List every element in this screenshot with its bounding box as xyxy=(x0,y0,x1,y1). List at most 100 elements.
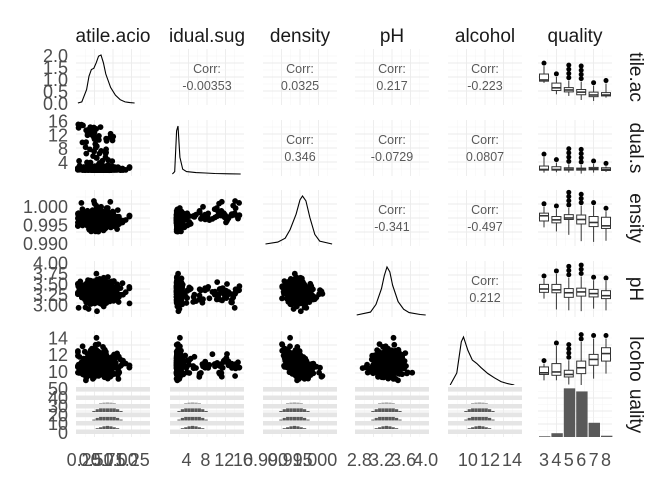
boxplot-outlier xyxy=(578,195,584,201)
corr-label: Corr: xyxy=(286,62,314,76)
boxplot-outlier xyxy=(566,75,572,81)
scatter-point xyxy=(75,210,81,217)
boxplot-box xyxy=(601,290,611,300)
scatter-point xyxy=(219,297,226,304)
scatter-point xyxy=(79,291,86,298)
scatter-point xyxy=(232,373,239,379)
scatter-point xyxy=(214,279,221,285)
scatter-point xyxy=(317,287,323,294)
scatter-point xyxy=(115,299,122,305)
boxplot-outlier xyxy=(603,78,609,84)
scatter-point xyxy=(306,292,313,299)
boxplot-outlier xyxy=(578,63,584,69)
boxplot-outlier xyxy=(566,202,572,208)
scatter-point xyxy=(80,355,87,362)
scatter-point xyxy=(96,208,103,214)
scatter-point xyxy=(236,200,243,206)
scatter-point xyxy=(90,219,97,226)
boxplot-outlier xyxy=(566,189,572,195)
boxplot-outlier xyxy=(591,158,597,164)
row-strip-label: dual.s xyxy=(625,123,646,174)
scatter-point xyxy=(285,286,291,293)
scatter-points xyxy=(173,270,243,315)
scatter-point xyxy=(91,198,97,204)
scatter-point xyxy=(105,274,111,280)
scatter-point xyxy=(206,295,213,302)
column-strip-label: quality xyxy=(548,26,603,47)
boxplot-outlier xyxy=(578,67,584,73)
scatter-point xyxy=(101,300,108,307)
boxplot-outlier xyxy=(541,60,547,66)
boxplot-outlier xyxy=(578,76,584,82)
scatter-point xyxy=(82,144,89,151)
scatter-point xyxy=(96,150,103,157)
scatter-point xyxy=(95,341,102,347)
scatter-point xyxy=(126,285,133,292)
scatter-point xyxy=(174,280,181,287)
corr-value: 0.0807 xyxy=(466,150,504,164)
boxplot-outlier xyxy=(591,200,597,206)
boxplot-outlier xyxy=(541,201,547,207)
corr-value: -0.00353 xyxy=(182,79,231,93)
corr-label: Corr: xyxy=(471,274,499,288)
column-strip-label: density xyxy=(270,26,331,47)
scatter-point xyxy=(218,285,225,292)
boxplot-box xyxy=(539,212,549,222)
boxplot-outlier xyxy=(566,263,572,269)
scatter-point xyxy=(87,347,94,354)
scatter-point xyxy=(177,288,184,294)
scatter-point xyxy=(235,215,241,222)
corr-label: Corr: xyxy=(471,133,499,147)
boxplot-outlier xyxy=(603,160,609,166)
row-strip-label: lcoho xyxy=(625,336,646,381)
scatter-point xyxy=(211,206,218,213)
density-curve xyxy=(172,125,241,175)
boxplot-box xyxy=(601,216,611,229)
scatter-point xyxy=(78,121,85,128)
scatter-point xyxy=(91,129,98,136)
scatter-point xyxy=(97,124,104,130)
scatter-point xyxy=(212,214,218,221)
scatter-point xyxy=(232,205,239,212)
scatter-point xyxy=(175,270,182,277)
boxplot-outlier xyxy=(566,66,572,72)
scatter-point xyxy=(95,218,102,225)
scatter-point xyxy=(90,166,97,173)
scatter-point xyxy=(87,146,93,153)
scatter-point xyxy=(311,296,318,303)
scatter-point xyxy=(90,286,97,293)
scatter-point xyxy=(101,370,108,377)
row-strip-label: tile.ac xyxy=(625,52,646,102)
boxplot-outlier xyxy=(578,191,584,197)
scatter-point xyxy=(83,377,89,384)
scatter-point xyxy=(231,304,238,311)
column-strip-label: pH xyxy=(380,26,404,47)
scatter-point xyxy=(105,157,111,163)
corr-label: Corr: xyxy=(378,133,406,147)
boxplot-outlier xyxy=(578,262,584,268)
scatter-point xyxy=(79,343,86,350)
scatter-point xyxy=(102,150,109,157)
scatter-point xyxy=(87,224,94,231)
scatter-point xyxy=(100,288,106,295)
scatter-point xyxy=(230,294,237,301)
scatter-point xyxy=(119,280,126,287)
scatter-point xyxy=(84,130,91,137)
scatter-point xyxy=(115,364,122,371)
scatter-point xyxy=(92,299,99,306)
scatter-point xyxy=(76,220,83,227)
corr-value: -0.223 xyxy=(467,79,502,93)
scatter-point xyxy=(114,207,121,214)
boxplot-outlier xyxy=(591,80,597,86)
row-strip-label: uality xyxy=(625,389,646,434)
scatter-point xyxy=(110,212,117,218)
scatter-point xyxy=(76,163,83,170)
column-strip-label: alcohol xyxy=(455,26,515,47)
boxplot-outlier xyxy=(603,275,609,281)
density-curve xyxy=(77,54,135,104)
scatter-point xyxy=(96,372,103,378)
corr-value: 0.217 xyxy=(376,79,407,93)
scatter-point xyxy=(235,359,241,366)
boxplot-box xyxy=(588,216,599,228)
scatter-point xyxy=(83,214,90,221)
